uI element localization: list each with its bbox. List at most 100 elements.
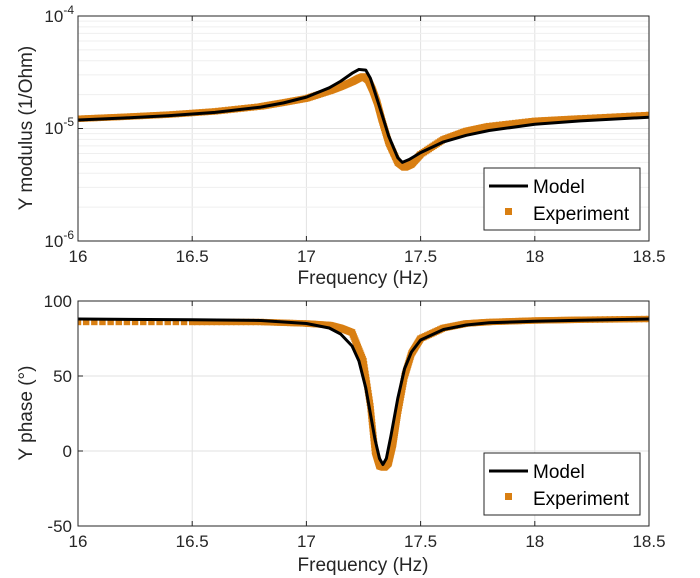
modulus-legend-experiment-swatch [505, 208, 512, 215]
experiment-point [611, 113, 618, 120]
experiment-point [636, 112, 643, 119]
modulus-x-axis-label: Frequency (Hz) [298, 268, 429, 289]
x-tick-label: 17 [297, 532, 316, 551]
experiment-point [640, 111, 648, 119]
experiment-point [208, 318, 215, 326]
experiment-point [365, 393, 373, 400]
experiment-point [505, 120, 512, 128]
x-tick-label: 17.5 [404, 247, 437, 266]
experiment-point [360, 357, 367, 365]
x-tick-label: 18.5 [632, 532, 665, 551]
experiment-point [189, 318, 196, 326]
phase-axes-box [77, 300, 650, 527]
experiment-point [361, 367, 369, 374]
phase-legend-model-label: Model [533, 462, 585, 483]
experiment-point [148, 318, 155, 326]
phase-legend-experiment-swatch [505, 493, 512, 500]
experiment-point [495, 121, 503, 129]
experiment-point [78, 318, 82, 326]
experiment-point [551, 116, 558, 123]
x-tick-label: 18 [525, 247, 544, 266]
experiment-point [591, 114, 599, 121]
experiment-point [621, 112, 628, 120]
experiment-point [512, 119, 519, 127]
modulus-ytick-label: 10-5 [44, 115, 74, 138]
experiment-point [180, 318, 188, 326]
modulus-y-axis-label: Y modulus (1/Ohm) [16, 46, 37, 210]
model-line [78, 317, 649, 466]
experiment-point [228, 318, 235, 326]
x-tick-label: 16 [69, 532, 88, 551]
experiment-point [218, 318, 225, 326]
phase-legend: Model Experiment [483, 452, 641, 516]
y-tick-label: 50 [53, 367, 72, 386]
x-tick-label: 16.5 [176, 247, 209, 266]
experiment-point [371, 441, 378, 448]
experiment-point [489, 122, 496, 129]
experiment-point [213, 318, 220, 326]
experiment-point [361, 364, 368, 371]
experiment-point [247, 318, 255, 326]
modulus-legend-model-label: Model [533, 177, 585, 198]
phase-legend-experiment-label: Experiment [533, 489, 630, 510]
experiment-point [363, 377, 370, 384]
experiment-point [518, 119, 525, 126]
phase-y-axis-label: Y phase (°) [16, 366, 37, 461]
experiment-point [582, 114, 589, 122]
x-tick-label: 17 [297, 247, 316, 266]
modulus-grid [77, 15, 650, 242]
experiment-point [570, 115, 578, 122]
experiment-point [508, 120, 516, 127]
experiment-point [528, 118, 535, 125]
experiment-point [502, 121, 509, 128]
y-tick-label: 0 [63, 442, 72, 461]
experiment-point [557, 116, 565, 123]
modulus-ytick-label: 10-6 [44, 228, 74, 251]
experiment-point [538, 117, 545, 124]
experiment-point [363, 380, 371, 387]
experiment-point [82, 318, 90, 326]
experiment-point [123, 318, 131, 326]
modulus-legend: Model Experiment [483, 167, 641, 231]
x-tick-label: 18 [525, 532, 544, 551]
experiment-point [107, 318, 114, 326]
x-tick-label: 17.5 [404, 532, 437, 551]
experiment-point [587, 114, 594, 122]
experiment-point [498, 121, 506, 128]
experiment-point [140, 318, 147, 326]
experiment-point [485, 122, 493, 130]
experiment-point [606, 113, 614, 121]
y-tick-label: -50 [47, 517, 72, 536]
experiment-point [237, 318, 245, 326]
phase-panel: 16 16.5 17 17.5 18 18.5 -50 0 50 100 Frequency (… [16, 292, 666, 576]
phase-x-axis-label: Frequency (Hz) [298, 555, 429, 576]
experiment-point [564, 115, 571, 123]
phase-x-ticks: 16 16.5 17 17.5 18 18.5 [69, 301, 666, 551]
modulus-data [78, 67, 649, 171]
experiment-point [203, 318, 211, 326]
modulus-legend-box [483, 167, 641, 231]
phase-data [78, 315, 649, 471]
x-tick-label: 18.5 [632, 247, 665, 266]
experiment-point [223, 318, 230, 326]
experiment-point [164, 318, 171, 326]
experiment-point [567, 115, 574, 123]
experiment-point [544, 116, 552, 124]
experiment-point [492, 122, 499, 129]
experiment-point [547, 116, 555, 124]
experiment-point [364, 386, 372, 394]
experiment-point [534, 117, 542, 124]
phase-legend-box [483, 452, 641, 516]
experiment-point [521, 118, 529, 126]
experiment-point [364, 383, 371, 390]
experiment-point [554, 116, 561, 123]
modulus-x-ticks: 16 16.5 17 17.5 18 18.5 [69, 15, 666, 266]
x-tick-label: 16.5 [176, 532, 209, 551]
x-tick-label: 16 [69, 247, 88, 266]
experiment-point [131, 318, 139, 326]
experiment-point [601, 113, 609, 121]
model-line [78, 67, 649, 164]
experiment-point [242, 318, 250, 326]
experiment-point [252, 318, 260, 326]
